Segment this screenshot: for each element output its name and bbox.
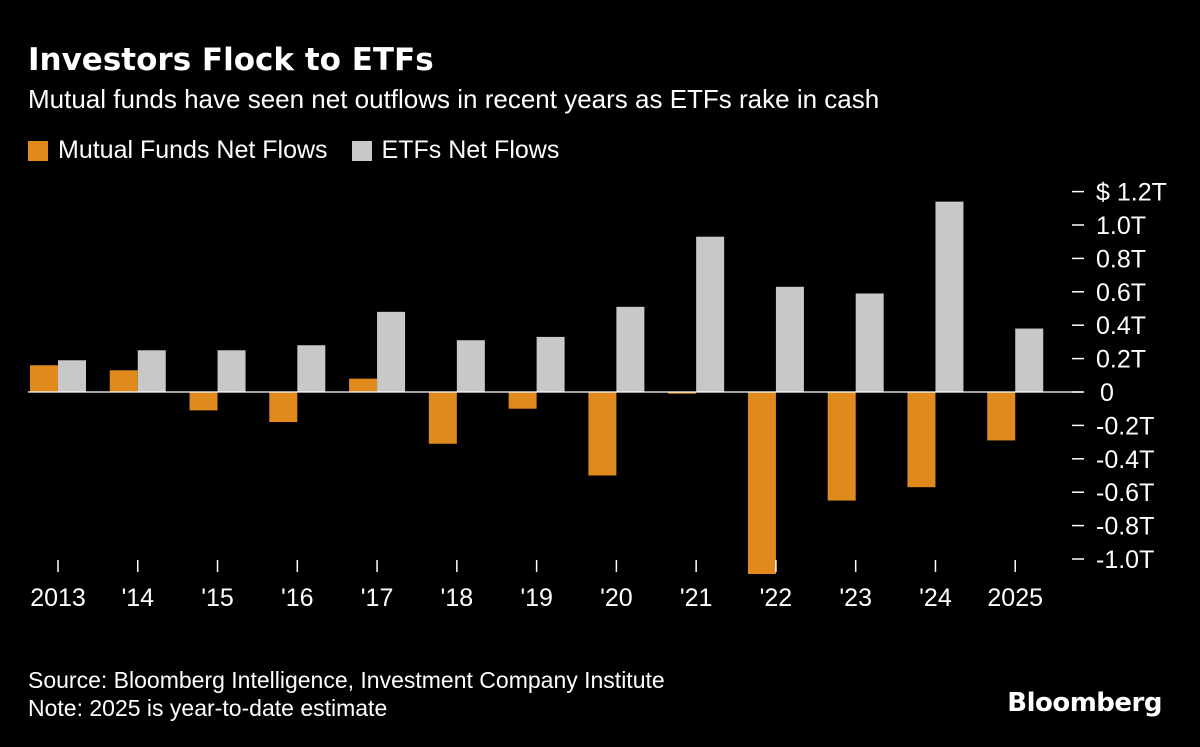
bar-mutual-funds-2 xyxy=(189,392,218,411)
bar-etfs-0 xyxy=(58,360,86,392)
x-tick-label-5: '18 xyxy=(441,584,474,612)
legend-label-etfs: ETFs Net Flows xyxy=(381,136,560,164)
bar-etfs-8 xyxy=(696,236,725,392)
y-tick-label-1: 1.0T xyxy=(1096,212,1146,240)
legend-swatch-mutual-funds xyxy=(28,140,48,161)
bar-mutual-funds-5 xyxy=(428,392,457,444)
y-tick-label-4: 0.4T xyxy=(1096,312,1146,340)
bar-etfs-12 xyxy=(1015,328,1044,392)
bar-mutual-funds-9 xyxy=(747,392,776,575)
y-tick-label-3: 0.6T xyxy=(1096,279,1146,307)
chart-title: Investors Flock to ETFs xyxy=(28,42,434,78)
legend-item-etfs: ETFs Net Flows xyxy=(351,136,560,165)
x-tick-label-9: '22 xyxy=(760,584,793,612)
legend-item-mutual-funds: Mutual Funds Net Flows xyxy=(28,136,328,165)
bar-mutual-funds-3 xyxy=(269,392,298,423)
bar-etfs-10 xyxy=(855,293,884,392)
x-tick-label-7: '20 xyxy=(600,584,633,612)
x-tick-label-0: 2013 xyxy=(30,584,86,612)
bar-etfs-9 xyxy=(775,286,804,392)
bar-etfs-5 xyxy=(456,340,485,392)
bar-etfs-1 xyxy=(137,350,166,392)
x-tick-label-1: '14 xyxy=(121,584,154,612)
bar-mutual-funds-11 xyxy=(907,392,936,488)
legend: Mutual Funds Net Flows ETFs Net Flows xyxy=(28,136,583,165)
bar-etfs-3 xyxy=(297,345,326,392)
legend-label-mutual-funds: Mutual Funds Net Flows xyxy=(58,136,328,164)
y-tick-label-5: 0.2T xyxy=(1096,346,1146,374)
bar-etfs-11 xyxy=(935,201,964,392)
y-tick-label-11: -1.0T xyxy=(1096,546,1154,574)
footer: Source: Bloomberg Intelligence, Investme… xyxy=(28,666,665,722)
y-tick-label-9: -0.6T xyxy=(1096,479,1154,507)
bar-mutual-funds-8 xyxy=(668,392,697,394)
legend-swatch-etfs xyxy=(351,140,372,161)
y-tick-label-10: -0.8T xyxy=(1096,513,1154,541)
x-tick-label-11: '24 xyxy=(919,584,952,612)
x-tick-label-3: '16 xyxy=(281,584,314,612)
source-text: Source: Bloomberg Intelligence, Investme… xyxy=(28,667,665,693)
x-tick-label-6: '19 xyxy=(520,584,553,612)
bar-mutual-funds-4 xyxy=(349,378,378,392)
bloomberg-logo: Bloomberg xyxy=(1007,688,1162,718)
note-text: Note: 2025 is year-to-date estimate xyxy=(28,695,388,721)
bar-mutual-funds-6 xyxy=(508,392,537,409)
bar-mutual-funds-0 xyxy=(30,365,58,392)
x-tick-label-8: '21 xyxy=(680,584,713,612)
y-tick-label-7: -0.2T xyxy=(1096,412,1154,440)
bar-mutual-funds-12 xyxy=(987,392,1016,441)
bar-mutual-funds-10 xyxy=(827,392,856,501)
x-tick-label-10: '23 xyxy=(839,584,872,612)
y-tick-label-2: 0.8T xyxy=(1096,245,1146,273)
bar-etfs-7 xyxy=(616,306,645,392)
bar-etfs-4 xyxy=(377,311,406,392)
x-tick-label-12: 2025 xyxy=(987,584,1043,612)
x-tick-label-4: '17 xyxy=(361,584,394,612)
bar-mutual-funds-1 xyxy=(109,370,138,392)
y-tick-label-8: -0.4T xyxy=(1096,446,1154,474)
x-tick-label-2: '15 xyxy=(201,584,234,612)
bar-mutual-funds-7 xyxy=(588,392,617,476)
chart-subtitle: Mutual funds have seen net outflows in r… xyxy=(28,84,880,114)
y-tick-label-6: 0 xyxy=(1100,379,1114,407)
y-tick-label-0: $ 1.2T xyxy=(1096,179,1167,207)
bar-chart: 2013 '14 '15 '16 '17 '18 '19 '20 '21 '22 '23 '24 202… xyxy=(28,179,1167,612)
bar-etfs-6 xyxy=(536,336,565,392)
bar-etfs-2 xyxy=(217,350,246,392)
